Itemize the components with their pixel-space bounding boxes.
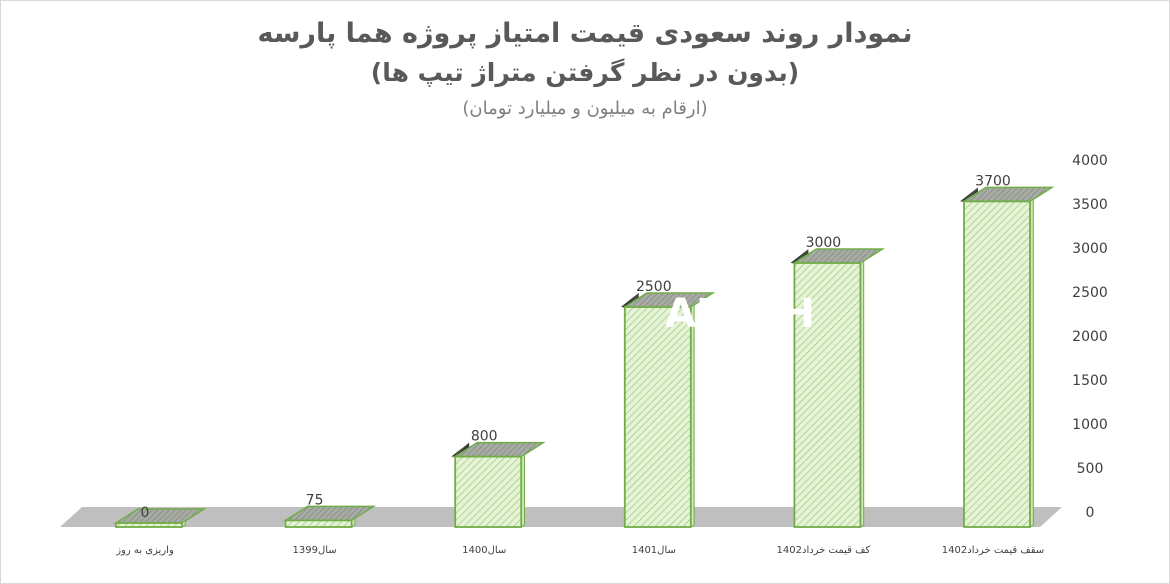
y-tick-label: 3500 — [1072, 197, 1108, 213]
chart-note: (ارقام به میلیون و میلیارد تومان) — [462, 98, 708, 119]
bar — [451, 441, 546, 528]
x-category-label: سال1400 — [462, 545, 506, 556]
x-category-label: سقف قیمت خرداد1402 — [942, 545, 1044, 556]
bar — [113, 508, 207, 528]
y-tick-label: 500 — [1077, 461, 1104, 477]
bar-face — [284, 519, 353, 528]
bar-face — [793, 262, 862, 528]
y-tick-label: 1500 — [1072, 373, 1108, 389]
x-category-label: سال1401 — [632, 545, 676, 556]
bar-face — [963, 200, 1031, 528]
watermark: AREEH — [665, 291, 815, 337]
bar-face — [454, 455, 523, 528]
x-category-label: سال1399 — [293, 545, 337, 556]
y-tick-label: 3000 — [1072, 241, 1108, 257]
x-category-label: کف قیمت خرداد1402 — [777, 545, 871, 556]
y-tick-label: 1000 — [1072, 417, 1108, 433]
bar-face — [115, 522, 183, 528]
data-label: 3000 — [806, 235, 842, 251]
chart-title: نمودار روند سعودی قیمت امتیاز پروژه هما … — [257, 18, 913, 49]
y-tick-label: 2000 — [1072, 329, 1108, 345]
y-tick-label: 2500 — [1072, 285, 1108, 301]
data-label: 800 — [471, 429, 498, 445]
data-label: 0 — [141, 505, 150, 521]
chart-floor — [60, 507, 1062, 527]
y-tick-label: 0 — [1086, 505, 1095, 521]
bar — [960, 186, 1055, 528]
data-label: 3700 — [975, 173, 1011, 189]
bar — [283, 505, 377, 528]
y-tick-label: 4000 — [1072, 153, 1108, 169]
x-category-label: واریزی به روز — [115, 545, 174, 556]
bar — [790, 248, 885, 528]
data-label: 75 — [306, 492, 324, 508]
chart-subtitle: (بدون در نظر گرفتن متراژ تیپ ها) — [370, 58, 800, 87]
data-label: 2500 — [636, 279, 672, 295]
bar — [620, 292, 716, 528]
bar-face — [623, 306, 692, 528]
